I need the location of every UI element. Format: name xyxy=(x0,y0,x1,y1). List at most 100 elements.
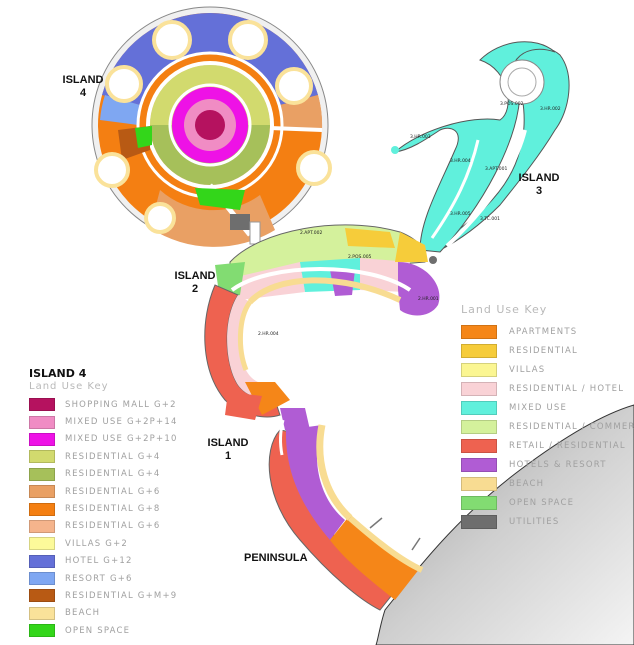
legend-item: RESIDENTIAL G+M+9 xyxy=(29,587,178,604)
legend-swatch xyxy=(461,324,497,339)
legend-swatch xyxy=(29,450,55,464)
legend-swatch xyxy=(461,457,497,472)
legend-item: HOTELS & RESORT xyxy=(461,455,634,474)
plot-label: 2.APT.002 xyxy=(300,230,322,236)
legend-label: APARTMENTS xyxy=(509,326,578,337)
legend-item: HOTEL G+12 xyxy=(29,553,178,570)
island-3 xyxy=(391,41,570,264)
legend-swatch xyxy=(29,624,55,638)
land-use-legend-title: Land Use Key xyxy=(461,303,548,316)
legend-label: RESIDENTIAL / COMMERCIAL xyxy=(509,421,634,432)
legend-label: RESIDENTIAL G+8 xyxy=(65,504,161,515)
legend-swatch xyxy=(29,467,55,481)
plot-label: 3.HR.004 xyxy=(450,158,471,164)
plot-label: 2.HR.001 xyxy=(418,296,439,302)
legend-item: VILLAS G+2 xyxy=(29,535,178,552)
legend-item: OPEN SPACE xyxy=(29,622,178,639)
legend-label: MIXED USE G+2P+14 xyxy=(65,417,178,428)
island-3-number: 3 xyxy=(535,185,543,197)
legend-item: OPEN SPACE xyxy=(461,493,634,512)
island-1-label: ISLAND 1 xyxy=(203,437,253,463)
legend-label: HOTELS & RESORT xyxy=(509,459,607,470)
legend-swatch xyxy=(29,572,55,586)
legend-item: VILLAS xyxy=(461,360,634,379)
peninsula xyxy=(268,419,424,611)
island-1-number: 1 xyxy=(224,450,232,462)
legend-swatch xyxy=(461,438,497,453)
legend-item: UTILITIES xyxy=(461,512,634,531)
legend-label: VILLAS G+2 xyxy=(65,538,129,549)
plot-label: 3.HR.002 xyxy=(540,106,561,112)
island-4-label: ISLAND 4 xyxy=(58,74,108,100)
legend-swatch xyxy=(29,554,55,568)
legend-item: BEACH xyxy=(461,474,634,493)
legend-label: SHOPPING MALL G+2 xyxy=(65,399,177,410)
legend-swatch xyxy=(461,514,497,529)
island-4 xyxy=(91,6,332,247)
legend-item: RESORT G+6 xyxy=(29,570,178,587)
legend-item: RETAIL / RESIDENTIAL xyxy=(461,436,634,455)
island-1-word: ISLAND xyxy=(207,437,249,449)
legend-swatch xyxy=(461,400,497,415)
plot-label: 3.HR.003 xyxy=(410,134,431,140)
legend-label: OPEN SPACE xyxy=(65,625,131,636)
plot-label: 3.APT.001 xyxy=(485,166,507,172)
legend-label: RESIDENTIAL G+4 xyxy=(65,451,161,462)
island-4-legend-heading: ISLAND 4 xyxy=(29,367,87,380)
legend-swatch xyxy=(29,415,55,429)
peninsula-label: PENINSULA xyxy=(244,552,308,564)
island-2 xyxy=(215,224,440,316)
legend-swatch xyxy=(461,381,497,396)
legend-item: RESIDENTIAL G+6 xyxy=(29,483,178,500)
legend-label: OPEN SPACE xyxy=(509,497,575,508)
legend-label: VILLAS xyxy=(509,364,546,375)
island-4-word: ISLAND xyxy=(62,74,104,86)
plot-label: 2.POS.005 xyxy=(348,254,372,260)
legend-item: RESIDENTIAL / COMMERCIAL xyxy=(461,417,634,436)
legend-label: MIXED USE xyxy=(509,402,568,413)
legend-swatch xyxy=(29,589,55,603)
plot-label: 3.TC.001 xyxy=(480,216,500,222)
legend-item: RESIDENTIAL G+6 xyxy=(29,518,178,535)
legend-item: RESIDENTIAL G+4 xyxy=(29,448,178,465)
legend-label: RESIDENTIAL / HOTEL xyxy=(509,383,625,394)
land-use-legend: Land Use Key APARTMENTS RESIDENTIAL VILLAS… xyxy=(461,302,634,531)
legend-swatch xyxy=(29,606,55,620)
island-3-label: ISLAND 3 xyxy=(514,172,564,198)
legend-label: BEACH xyxy=(509,478,545,489)
legend-swatch xyxy=(29,485,55,499)
legend-swatch xyxy=(461,343,497,358)
legend-item: RESIDENTIAL xyxy=(461,341,634,360)
legend-label: RESIDENTIAL G+M+9 xyxy=(65,590,178,601)
legend-label: RESIDENTIAL G+4 xyxy=(65,469,161,480)
legend-swatch xyxy=(29,519,55,533)
legend-label: RESIDENTIAL G+6 xyxy=(65,486,161,497)
legend-label: RETAIL / RESIDENTIAL xyxy=(509,440,626,451)
legend-label: UTILITIES xyxy=(509,516,560,527)
legend-label: BEACH xyxy=(65,608,101,619)
island-4-legend-title: Land Use Key xyxy=(29,381,109,392)
island-2-label: ISLAND 2 xyxy=(170,270,220,296)
island-2-word: ISLAND xyxy=(174,270,216,282)
legend-label: RESIDENTIAL G+6 xyxy=(65,521,161,532)
island-4-number: 4 xyxy=(79,87,87,99)
legend-swatch xyxy=(461,476,497,491)
island-1 xyxy=(204,277,402,430)
legend-item: MIXED USE G+2P+10 xyxy=(29,431,178,448)
legend-label: MIXED USE G+2P+10 xyxy=(65,434,178,445)
legend-item: MIXED USE xyxy=(461,398,634,417)
legend-label: HOTEL G+12 xyxy=(65,556,133,567)
island-4-legend: ISLAND 4 Land Use Key SHOPPING MALL G+2 M… xyxy=(29,367,178,639)
legend-label: RESIDENTIAL xyxy=(509,345,578,356)
plot-label: 3.POS.002 xyxy=(500,101,524,107)
legend-swatch xyxy=(29,398,55,412)
plot-label: 2.HR.004 xyxy=(258,331,279,337)
legend-swatch xyxy=(461,362,497,377)
legend-item: RESIDENTIAL / HOTEL xyxy=(461,379,634,398)
plot-label: 3.HR.005 xyxy=(450,211,471,217)
legend-swatch xyxy=(29,537,55,551)
legend-item: MIXED USE G+2P+14 xyxy=(29,413,178,430)
island-3-word: ISLAND xyxy=(518,172,560,184)
legend-item: RESIDENTIAL G+4 xyxy=(29,466,178,483)
